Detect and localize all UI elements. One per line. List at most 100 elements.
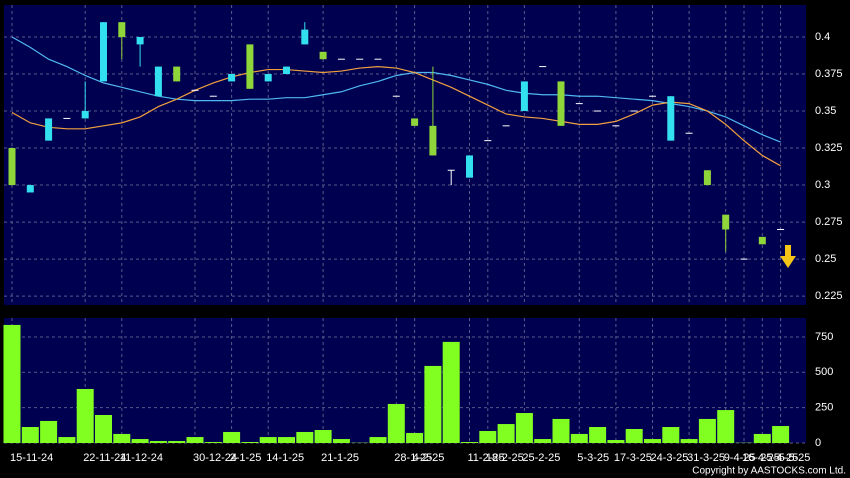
volume-bar — [772, 426, 790, 443]
y-tick-label: 0.4 — [815, 31, 830, 43]
candle-body — [703, 170, 711, 186]
volume-bar — [497, 424, 515, 443]
y-tick-label: 0.275 — [815, 216, 843, 228]
candle-body — [81, 111, 89, 119]
volume-bar — [625, 429, 643, 443]
moving-average-line — [11, 65, 781, 167]
volume-bar — [168, 441, 186, 443]
volume-bar — [40, 420, 58, 443]
volume-panel — [4, 318, 806, 443]
volume-bar — [21, 427, 39, 443]
candle-body — [466, 155, 473, 178]
candle-body — [758, 236, 766, 245]
x-tick-label: 30-12-24 — [193, 452, 237, 464]
x-tick-label: 22-11-24 — [83, 452, 126, 464]
volume-bar — [552, 418, 570, 443]
volume-bar — [223, 431, 241, 443]
candle-body — [264, 74, 272, 82]
volume-bar — [461, 442, 478, 443]
volume-bar — [644, 439, 661, 443]
y-tick-label: 250 — [815, 402, 833, 414]
volume-bar — [406, 432, 424, 443]
volume-bar — [259, 437, 277, 443]
x-tick-label: 28-1-25 — [394, 452, 432, 464]
x-tick-label: 11-2-25 — [468, 452, 505, 464]
x-tick-label: 15-11-24 — [10, 452, 53, 464]
volume-bar — [424, 365, 442, 443]
volume-bar — [278, 437, 295, 443]
candle-body — [246, 44, 254, 89]
candle-body — [429, 125, 437, 156]
x-tick-label: 16-4-25 — [742, 452, 780, 464]
candle-body — [667, 96, 675, 141]
x-tick-label: 2-1-25 — [230, 452, 262, 464]
volume-bar — [113, 433, 131, 443]
price-panel — [4, 5, 806, 305]
y-tick-label: 0.3 — [815, 179, 830, 191]
candle-body — [100, 22, 107, 82]
x-tick-label: 9-4-25 — [724, 452, 756, 464]
volume-bar — [717, 410, 735, 443]
x-tick-label: 18-2-25 — [486, 452, 524, 464]
candle-body — [520, 81, 528, 112]
candle-body — [283, 66, 290, 75]
volume-bar — [95, 415, 112, 443]
volume-bar — [534, 439, 552, 443]
y-tick-label: 0 — [815, 437, 821, 449]
x-tick-label: 21-1-25 — [321, 452, 359, 464]
volume-bar — [662, 427, 680, 443]
candle-body — [8, 148, 16, 186]
candle-body — [722, 214, 730, 230]
x-tick-label: 11-12-24 — [120, 452, 163, 464]
candle-body — [173, 66, 181, 82]
x-tick-label: 5-3-25 — [577, 452, 609, 464]
volume-bar — [515, 413, 533, 443]
volume-bar — [149, 441, 167, 443]
moving-average-line — [11, 36, 781, 143]
candle-body — [136, 36, 144, 45]
volume-bar — [607, 440, 625, 443]
volume-bar — [369, 437, 387, 443]
candle-body — [228, 74, 236, 82]
volume-bar — [589, 427, 607, 443]
volume-bar — [3, 324, 21, 443]
x-tick-label: 5-5-25 — [779, 452, 811, 464]
x-tick-label: 25-2-25 — [522, 452, 560, 464]
volume-bar — [387, 403, 405, 443]
volume-bar — [442, 341, 460, 443]
volume-bar — [332, 439, 350, 443]
volume-bar — [76, 388, 94, 443]
volume-bar — [570, 433, 588, 443]
y-tick-label: 0.375 — [815, 68, 843, 80]
candle-body — [45, 118, 53, 141]
marks: 0.4 0.375 0.35 0.325 0.3 0.275 0.25 0.225 0 250 50… — [3, 5, 843, 464]
candle-body — [26, 185, 34, 193]
x-tick-label: 25-4-25 — [760, 452, 798, 464]
x-tick-label: 17-3-25 — [614, 452, 652, 464]
volume-bar — [131, 439, 149, 443]
y-tick-label: 750 — [815, 331, 833, 343]
candle-body — [557, 81, 565, 126]
x-tick-label: 14-1-25 — [266, 452, 304, 464]
y-tick-label: 500 — [815, 366, 833, 378]
candle-body — [411, 118, 419, 126]
volume-bar — [296, 431, 314, 443]
candle-body — [301, 29, 309, 45]
y-tick-label: 0.35 — [815, 105, 836, 117]
volume-bar — [186, 437, 204, 443]
candle-body — [118, 22, 126, 37]
y-tick-label: 0.25 — [815, 253, 836, 265]
arrow-icon — [780, 245, 796, 268]
volume-bar — [680, 439, 698, 443]
y-tick-label: 0.225 — [815, 290, 843, 302]
volume-bar — [204, 442, 222, 443]
volume-bar — [753, 433, 771, 443]
candle-body — [154, 66, 162, 97]
candle-body — [319, 51, 327, 60]
volume-bar — [698, 418, 716, 443]
y-tick-label: 0.325 — [815, 142, 843, 154]
volume-bar — [58, 437, 76, 443]
volume-bar — [314, 429, 332, 443]
x-tick-label: 31-3-25 — [687, 452, 725, 464]
